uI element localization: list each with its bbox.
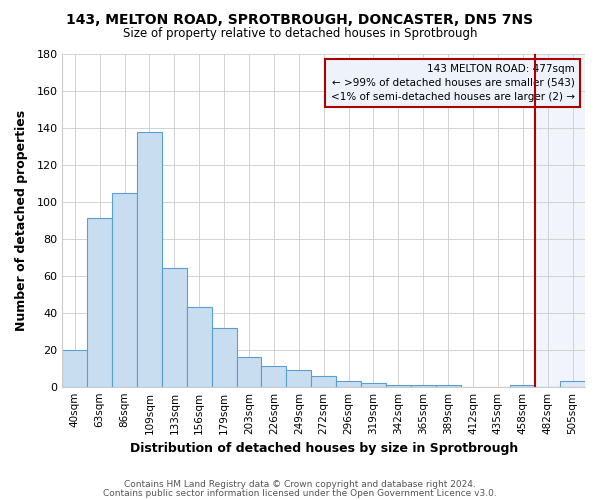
Bar [137,132,162,386]
Text: 143 MELTON ROAD: 477sqm
← >99% of detached houses are smaller (543)
<1% of semi-: 143 MELTON ROAD: 477sqm ← >99% of detach… [331,64,575,102]
Text: Size of property relative to detached houses in Sprotbrough: Size of property relative to detached ho… [123,28,477,40]
Y-axis label: Number of detached properties: Number of detached properties [15,110,28,331]
X-axis label: Distribution of detached houses by size in Sprotbrough: Distribution of detached houses by size … [130,442,518,455]
Bar [162,268,187,386]
Bar [436,385,461,386]
Bar [187,307,212,386]
Bar [386,385,411,386]
Bar [62,350,87,387]
Bar [336,381,361,386]
Bar [212,328,236,386]
Bar [411,385,436,386]
Bar [87,218,112,386]
Bar [311,376,336,386]
Text: Contains HM Land Registry data © Crown copyright and database right 2024.: Contains HM Land Registry data © Crown c… [124,480,476,489]
Bar [262,366,286,386]
Bar [535,54,585,386]
Text: Contains public sector information licensed under the Open Government Licence v3: Contains public sector information licen… [103,488,497,498]
Bar [511,385,535,386]
Bar [286,370,311,386]
Bar [361,383,386,386]
Text: 143, MELTON ROAD, SPROTBROUGH, DONCASTER, DN5 7NS: 143, MELTON ROAD, SPROTBROUGH, DONCASTER… [67,12,533,26]
Bar [560,381,585,386]
Bar [112,192,137,386]
Bar [236,357,262,386]
